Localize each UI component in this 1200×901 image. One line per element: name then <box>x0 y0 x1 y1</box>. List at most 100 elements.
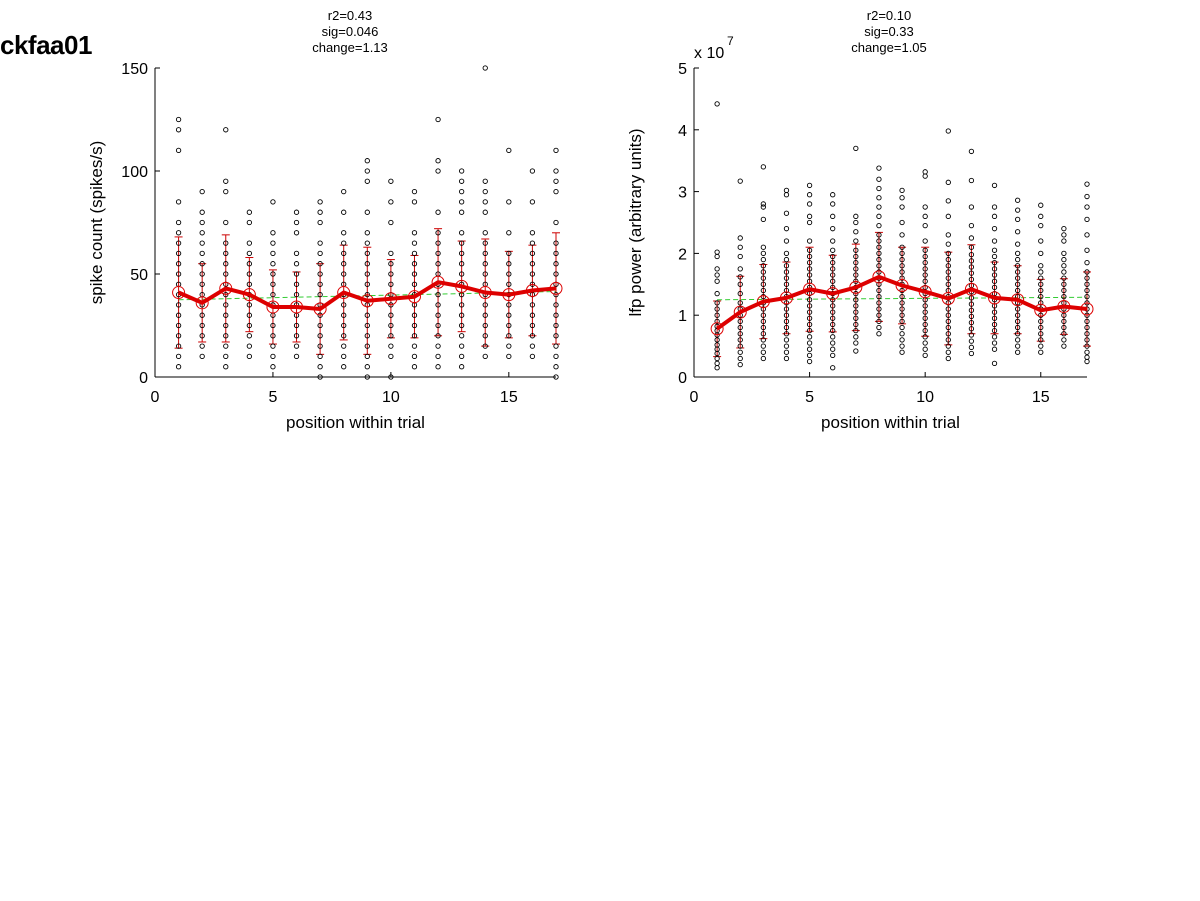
data-point <box>714 272 720 278</box>
data-point <box>968 307 975 313</box>
data-point <box>830 201 836 207</box>
data-point <box>529 168 536 174</box>
data-point <box>760 269 767 275</box>
data-point <box>714 249 720 255</box>
data-point <box>553 343 559 349</box>
data-point <box>991 266 998 272</box>
data-point <box>714 306 720 312</box>
mean-marker <box>1057 300 1071 314</box>
data-point <box>830 238 836 244</box>
data-point <box>876 287 882 294</box>
data-point <box>270 199 276 205</box>
data-point <box>270 333 276 339</box>
x-tick-label: 15 <box>1032 389 1050 406</box>
y-tick-label: 0 <box>139 370 148 387</box>
data-point <box>1061 324 1067 331</box>
data-point <box>364 209 370 215</box>
data-point <box>760 355 767 362</box>
data-point <box>1061 238 1067 244</box>
data-point <box>435 240 441 246</box>
data-point <box>991 272 998 278</box>
mean-marker <box>710 322 724 336</box>
data-point <box>1084 204 1090 210</box>
data-point <box>1038 202 1044 208</box>
data-point <box>341 250 347 257</box>
data-point <box>411 261 418 267</box>
mean-marker <box>1034 303 1048 317</box>
data-point <box>1061 281 1067 287</box>
mean-marker <box>337 286 351 300</box>
data-point <box>1038 269 1044 275</box>
data-point <box>553 312 559 318</box>
data-point <box>714 300 720 306</box>
y-tick-label: 4 <box>678 123 687 140</box>
data-point <box>364 281 370 287</box>
data-point <box>876 232 882 238</box>
data-point <box>922 266 928 272</box>
mean-marker <box>826 287 840 301</box>
data-point <box>199 250 205 257</box>
data-point <box>175 230 182 236</box>
data-point <box>760 343 767 349</box>
data-point <box>830 213 836 219</box>
data-point <box>199 261 205 267</box>
data-point <box>876 222 882 229</box>
data-point <box>968 350 975 357</box>
figure-title: ckfaa01 <box>0 30 92 60</box>
data-point <box>806 238 813 244</box>
data-point <box>760 216 767 223</box>
data-point <box>506 199 512 205</box>
data-point <box>411 322 418 329</box>
x-tick-label: 5 <box>805 389 814 406</box>
data-point <box>1014 275 1021 281</box>
data-point <box>899 232 905 238</box>
data-point <box>760 244 767 250</box>
data-point <box>945 337 951 343</box>
data-point <box>922 169 928 175</box>
data-point <box>806 321 813 328</box>
data-point <box>364 158 370 164</box>
data-point <box>317 333 323 339</box>
data-point <box>899 219 905 226</box>
data-point <box>553 168 559 174</box>
data-point <box>175 127 182 133</box>
x-tick-label: 10 <box>382 389 400 406</box>
data-point <box>853 229 859 235</box>
data-point <box>876 238 882 244</box>
data-point <box>1061 287 1067 294</box>
data-point <box>1084 216 1090 223</box>
data-point <box>388 312 394 318</box>
data-point <box>435 322 441 329</box>
data-point <box>1014 281 1021 287</box>
data-point <box>482 250 488 257</box>
data-point <box>223 353 229 360</box>
data-point <box>411 240 418 246</box>
data-point <box>991 247 998 253</box>
data-point <box>388 250 394 257</box>
data-point <box>945 343 951 349</box>
data-point <box>945 213 951 219</box>
data-point <box>737 274 743 280</box>
mean-marker <box>290 300 304 314</box>
data-point <box>876 256 882 263</box>
data-point <box>899 331 905 337</box>
data-point <box>922 315 928 321</box>
data-point <box>364 230 370 236</box>
data-point <box>317 374 323 380</box>
data-point <box>364 333 370 339</box>
data-point <box>737 235 743 241</box>
data-point <box>806 327 813 334</box>
data-point <box>899 324 905 331</box>
data-point <box>783 275 790 281</box>
data-point <box>506 230 512 236</box>
data-point <box>482 312 488 318</box>
data-point <box>388 343 394 349</box>
y-axis-label: spike count (spikes/s) <box>87 141 106 304</box>
data-point <box>922 260 928 266</box>
data-point <box>876 263 882 269</box>
data-point <box>899 263 905 269</box>
y-axis-label: lfp power (arbitrary units) <box>626 128 645 316</box>
data-point <box>783 355 790 362</box>
data-point <box>830 346 836 352</box>
data-point <box>175 333 182 339</box>
